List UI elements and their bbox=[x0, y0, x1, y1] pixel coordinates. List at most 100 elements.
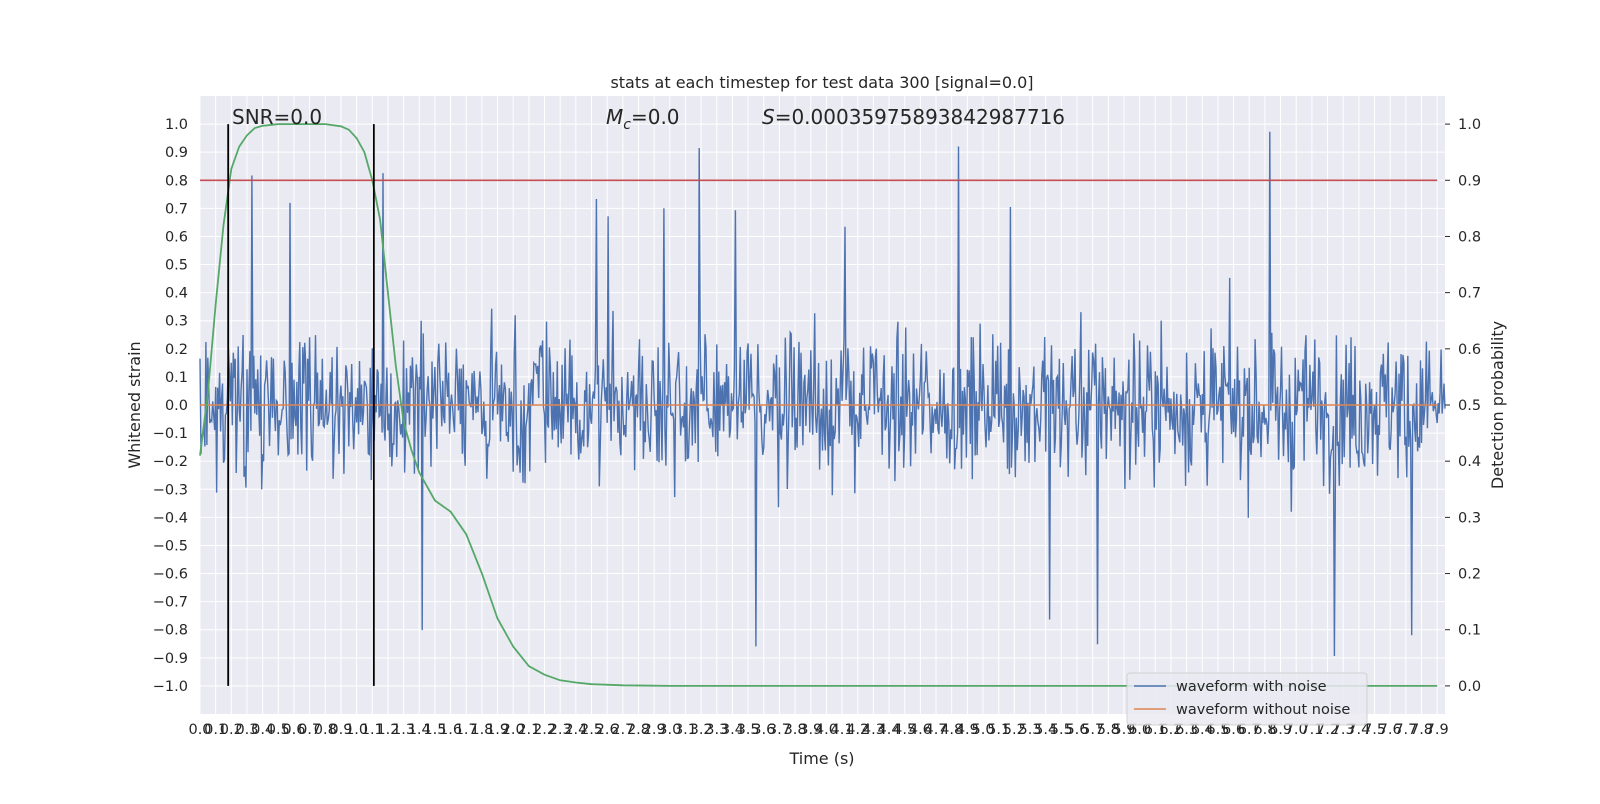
y-right-tick-labels: 1.0 0.9 0.8 0.7 0.6 0.5 0.4 0.3 0.2 0.1 0.0 bbox=[1445, 117, 1481, 695]
legend-label-waveform-with-noise: waveform with noise bbox=[1176, 679, 1327, 695]
x-tick-label: 1.0 bbox=[345, 722, 368, 738]
y-tick-label: 0.6 bbox=[165, 229, 188, 245]
y-right-tick-label: 0.6 bbox=[1458, 342, 1481, 358]
x-tick-label: 3.3 bbox=[705, 722, 728, 738]
y-tick-label: −0.6 bbox=[153, 567, 188, 583]
y-tick-label: −1.0 bbox=[153, 679, 188, 695]
y-right-tick-label: 0.8 bbox=[1458, 229, 1481, 245]
x-tick-label: 2.8 bbox=[627, 722, 650, 738]
x-tick-label: 3.1 bbox=[674, 722, 697, 738]
y-tick-label: −0.5 bbox=[153, 538, 188, 554]
x-tick-label: 5.3 bbox=[1018, 722, 1041, 738]
x-tick-label: 1.4 bbox=[408, 722, 431, 738]
x-tick-label: 3.6 bbox=[752, 722, 775, 738]
x-tick-label: 5.7 bbox=[1081, 722, 1104, 738]
x-tick-label: 1.6 bbox=[439, 722, 462, 738]
x-tick-label: 7.2 bbox=[1316, 722, 1339, 738]
y-right-tick-label: 1.0 bbox=[1458, 117, 1481, 133]
legend: waveform with noise waveform without noi… bbox=[1126, 672, 1368, 726]
x-tick-label: 6.5 bbox=[1206, 722, 1229, 738]
y-tick-label: 0.2 bbox=[165, 342, 188, 358]
x-tick-label: 6.0 bbox=[1128, 722, 1151, 738]
x-tick-label: 7.0 bbox=[1285, 722, 1308, 738]
x-tick-label: 6.1 bbox=[1144, 722, 1167, 738]
y-tick-label: 0.0 bbox=[165, 398, 188, 414]
y-tick-labels: 1.0 0.9 0.8 0.7 0.6 0.5 0.4 0.3 0.2 0.1 0.0 −0.1 −0.… bbox=[153, 117, 188, 695]
x-tick-label: 4.0 bbox=[815, 722, 838, 738]
y-right-tick-label: 0.1 bbox=[1458, 623, 1481, 639]
x-tick-label: 0.7 bbox=[298, 722, 321, 738]
y-tick-label: 0.3 bbox=[165, 314, 188, 330]
y-tick-label: −0.3 bbox=[153, 482, 188, 498]
x-tick-label: 0.1 bbox=[204, 722, 227, 738]
x-tick-label: 7.4 bbox=[1347, 722, 1370, 738]
x-tick-label: 3.4 bbox=[721, 722, 744, 738]
y-tick-label: 0.7 bbox=[165, 201, 188, 217]
y-tick-label: 0.1 bbox=[165, 370, 188, 386]
score-annotation: S=0.00035975893842987716 bbox=[762, 105, 1065, 129]
x-tick-label: 3.2 bbox=[690, 722, 713, 738]
x-tick-label: 4.3 bbox=[862, 722, 885, 738]
x-tick-label: 6.4 bbox=[1191, 722, 1214, 738]
x-tick-label: 3.9 bbox=[799, 722, 822, 738]
x-tick-label: 5.9 bbox=[1112, 722, 1135, 738]
x-tick-label: 0.6 bbox=[282, 722, 305, 738]
chirp-mass-symbol: M bbox=[606, 105, 623, 129]
y-right-tick-label: 0.7 bbox=[1458, 286, 1481, 302]
x-tick-label: 3.5 bbox=[737, 722, 760, 738]
series-waveform-with-noise bbox=[199, 131, 1446, 657]
x-tick-label: 2.9 bbox=[643, 722, 666, 738]
y-tick-label: 1.0 bbox=[165, 117, 188, 133]
legend-label-waveform-without-noise: waveform without noise bbox=[1176, 702, 1350, 718]
x-tick-label: 0.5 bbox=[267, 722, 290, 738]
x-tick-label: 4.9 bbox=[956, 722, 979, 738]
legend-box bbox=[1126, 672, 1368, 726]
noise-waveform-line bbox=[199, 131, 1446, 657]
x-tick-label: 6.2 bbox=[1159, 722, 1182, 738]
x-tick-label: 3.7 bbox=[768, 722, 791, 738]
x-tick-label: 5.6 bbox=[1065, 722, 1088, 738]
y-tick-label: −0.1 bbox=[153, 426, 188, 442]
x-tick-label: 4.1 bbox=[831, 722, 854, 738]
x-tick-labels: 0.00.10.20.30.40.50.60.70.80.91.01.11.21… bbox=[188, 722, 1448, 738]
y-tick-label: −0.8 bbox=[153, 623, 188, 639]
x-tick-label: 2.7 bbox=[611, 722, 634, 738]
x-tick-label: 3.0 bbox=[658, 722, 681, 738]
x-tick-label: 6.8 bbox=[1253, 722, 1276, 738]
y-tick-label: −0.7 bbox=[153, 595, 188, 611]
x-tick-label: 6.3 bbox=[1175, 722, 1198, 738]
x-tick-label: 5.4 bbox=[1034, 722, 1057, 738]
x-tick-label: 6.6 bbox=[1222, 722, 1245, 738]
y-right-tick-label: 0.5 bbox=[1458, 398, 1481, 414]
snr-annotation: SNR=0.0 bbox=[232, 105, 322, 129]
y-tick-label: −0.9 bbox=[153, 651, 188, 667]
x-tick-label: 2.3 bbox=[549, 722, 572, 738]
y-right-tick-label: 0.0 bbox=[1458, 679, 1481, 695]
x-tick-label: 7.5 bbox=[1363, 722, 1386, 738]
x-tick-label: 2.2 bbox=[533, 722, 556, 738]
x-tick-label: 6.7 bbox=[1238, 722, 1261, 738]
window-lines bbox=[227, 124, 375, 686]
x-tick-label: 4.5 bbox=[893, 722, 916, 738]
x-tick-label: 1.2 bbox=[376, 722, 399, 738]
chart-title: stats at each timestep for test data 300… bbox=[610, 73, 1033, 92]
x-tick-label: 2.1 bbox=[517, 722, 540, 738]
x-tick-label: 3.8 bbox=[784, 722, 807, 738]
score-value: =0.00035975893842987716 bbox=[775, 105, 1065, 129]
x-tick-label: 0.8 bbox=[314, 722, 337, 738]
chirp-mass-value: =0.0 bbox=[631, 105, 680, 129]
x-tick-label: 7.6 bbox=[1379, 722, 1402, 738]
x-tick-label: 1.3 bbox=[392, 722, 415, 738]
x-tick-label: 4.7 bbox=[925, 722, 948, 738]
x-tick-label: 7.9 bbox=[1426, 722, 1449, 738]
x-tick-label: 1.8 bbox=[470, 722, 493, 738]
x-tick-label: 7.8 bbox=[1410, 722, 1433, 738]
x-tick-label: 5.5 bbox=[1050, 722, 1073, 738]
x-tick-label: 5.1 bbox=[987, 722, 1010, 738]
y-right-tick-label: 0.4 bbox=[1458, 454, 1481, 470]
x-tick-label: 0.4 bbox=[251, 722, 274, 738]
x-tick-label: 7.1 bbox=[1300, 722, 1323, 738]
x-tick-label: 0.3 bbox=[235, 722, 258, 738]
x-tick-label: 0.2 bbox=[220, 722, 243, 738]
x-tick-label: 0.9 bbox=[329, 722, 352, 738]
